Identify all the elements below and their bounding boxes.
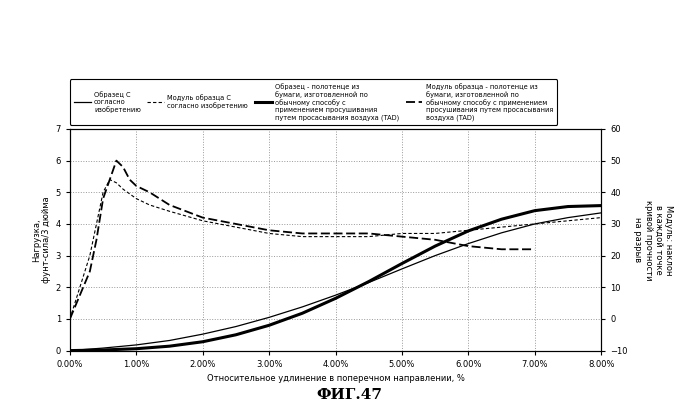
- X-axis label: Относительное удлинение в поперечном направлении, %: Относительное удлинение в поперечном нап…: [207, 374, 464, 383]
- Legend: Образец С
согласно
изобретению, Модуль образца С
согласно изобретению, Образец -: Образец С согласно изобретению, Модуль о…: [70, 79, 557, 125]
- Y-axis label: Нагрузка,
фунт-сила/3 дюйма: Нагрузка, фунт-сила/3 дюйма: [32, 197, 51, 283]
- Text: ФИГ.47: ФИГ.47: [317, 388, 382, 402]
- Y-axis label: Модуль: наклон
в каждой точке
кривой прочности
на разрыв: Модуль: наклон в каждой точке кривой про…: [633, 199, 673, 280]
